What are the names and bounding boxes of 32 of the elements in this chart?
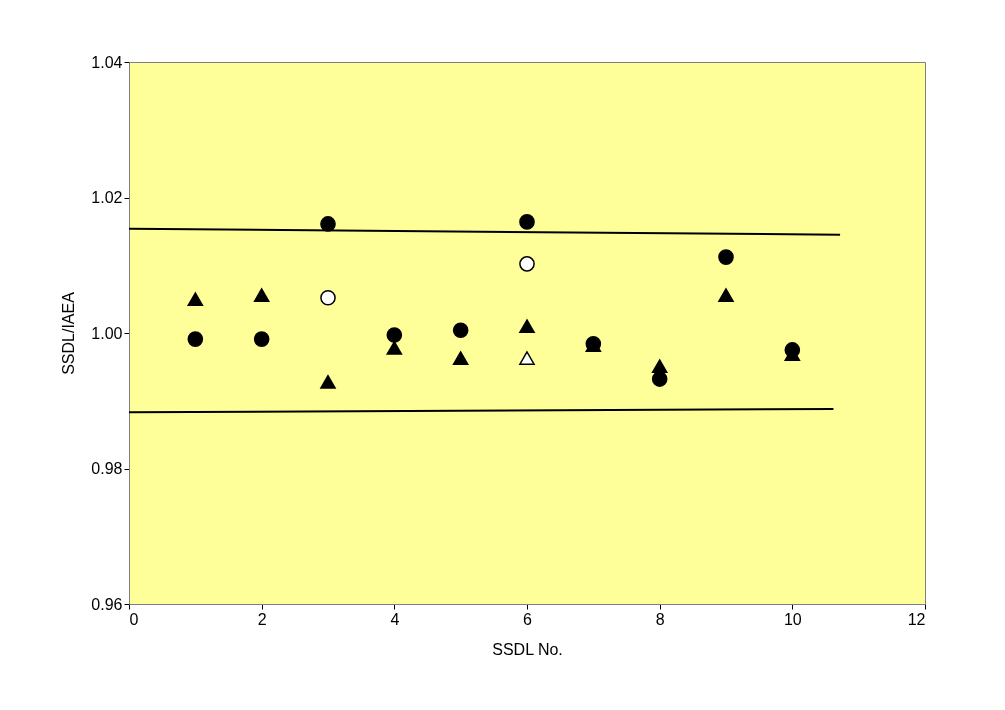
point <box>452 351 469 365</box>
point <box>253 331 270 347</box>
point <box>519 351 535 365</box>
point <box>253 288 270 302</box>
y-tick-label: 0.98 <box>91 460 123 477</box>
y-tick-label: 1.02 <box>91 189 123 206</box>
x-tick-label: 6 <box>523 610 533 628</box>
x-tick-label: 10 <box>783 610 802 628</box>
point <box>187 331 204 347</box>
x-tick-label: 12 <box>907 610 926 628</box>
point <box>452 322 469 339</box>
point <box>519 319 535 334</box>
point <box>519 214 535 230</box>
point <box>718 249 734 265</box>
y-tick-label: 1.00 <box>91 324 123 342</box>
point <box>386 341 403 355</box>
y-axis-title: SSDL/IAEA <box>60 291 78 375</box>
point <box>651 371 668 387</box>
point <box>386 327 403 343</box>
point <box>651 359 668 374</box>
x-tick-label: 2 <box>257 610 267 628</box>
x-axis-title: SSDL No. <box>492 640 563 658</box>
y-tick-label: 0.96 <box>91 595 123 613</box>
x-tick-label: 8 <box>655 610 665 628</box>
point <box>320 289 336 306</box>
point <box>718 288 734 302</box>
x-tick-label: 0 <box>129 610 139 628</box>
point <box>187 292 204 306</box>
point <box>320 374 336 389</box>
x-tick-label: 4 <box>390 610 400 628</box>
point <box>519 256 535 272</box>
y-tick-label: 1.04 <box>91 53 123 71</box>
